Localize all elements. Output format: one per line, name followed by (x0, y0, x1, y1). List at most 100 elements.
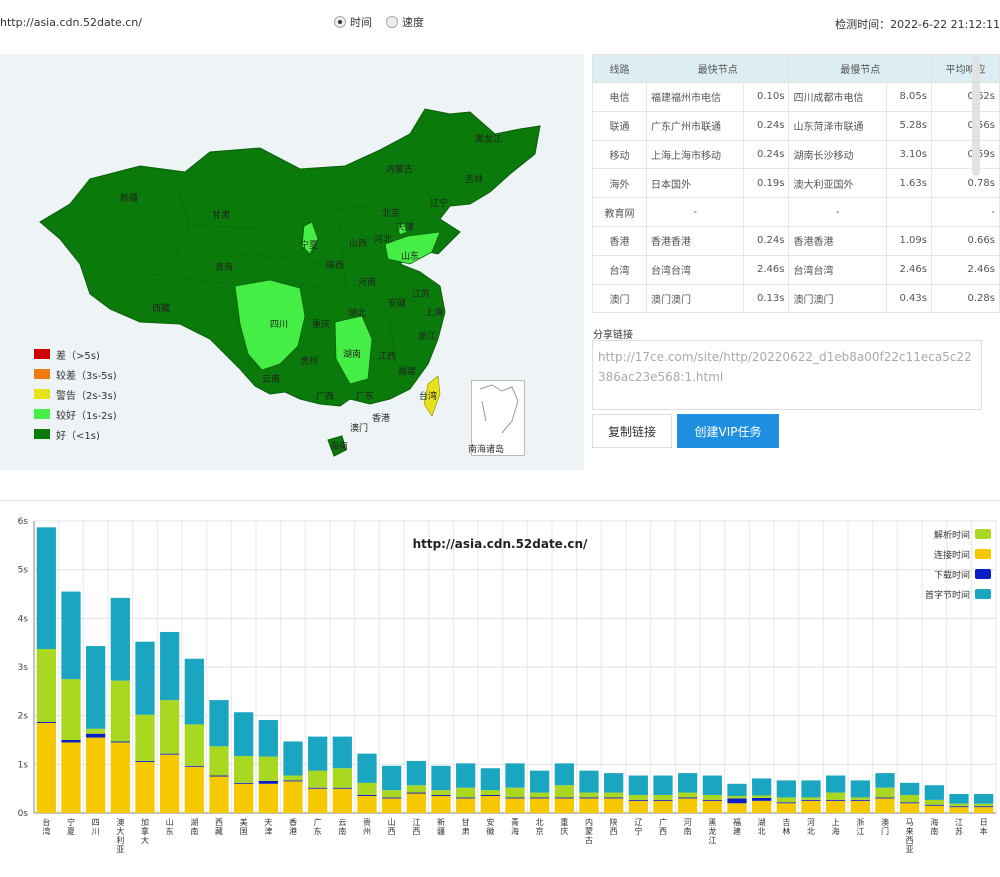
x-tick-label: 澳 (116, 817, 124, 827)
radio-time[interactable] (334, 16, 346, 28)
x-tick-label: 辽 (634, 818, 642, 827)
cell-slow-time: 8.05s (885, 82, 933, 112)
svg-text:贵州: 贵州 (300, 355, 318, 367)
table-row: 移动 上海上海市移动 0.24s 湖南长沙移动 3.10s 0.59s (592, 139, 1000, 170)
svg-text:辽宁: 辽宁 (430, 197, 448, 209)
bar-segment (826, 799, 846, 801)
x-tick-label: 天 (264, 818, 272, 827)
bar-segment (480, 795, 500, 813)
bar-segment (530, 792, 550, 798)
result-table: 线路 最快节点 最慢节点 平均响应 电信 福建福州市电信 0.10s 四川成都市电信 8… (592, 54, 1000, 314)
bar-segment (776, 802, 796, 804)
x-tick-label: 西 (412, 827, 420, 836)
cell-line: 台湾 (592, 254, 647, 285)
x-tick-label: 河 (684, 817, 692, 827)
svg-text:安徽: 安徽 (388, 297, 406, 309)
x-tick-label: 西 (659, 827, 667, 836)
bar-segment (505, 798, 525, 813)
svg-text:内蒙古: 内蒙古 (386, 163, 413, 175)
x-tick-label: 东 (166, 826, 174, 836)
cell-slow-node: 山东菏泽市联通 (788, 110, 887, 141)
bar-segment (431, 795, 451, 813)
x-tick-label: 日 (980, 818, 988, 827)
bar-segment (924, 805, 944, 813)
x-tick-label: 广 (314, 817, 322, 827)
map-region-hainan (327, 435, 347, 457)
x-tick-label: 夏 (67, 827, 75, 836)
bar-segment (628, 799, 648, 801)
bar-segment (406, 793, 426, 813)
x-tick-label: 大 (141, 835, 149, 845)
cell-line: 电信 (592, 82, 647, 112)
x-tick-label: 云 (338, 818, 346, 827)
bar-segment (505, 787, 525, 798)
bar-segment (826, 775, 846, 793)
legend-item: 差（>5s) (34, 344, 117, 364)
x-tick-label: 宁 (67, 817, 75, 827)
x-tick-label: 林 (782, 826, 790, 836)
create-vip-task-button[interactable]: 创建VIP任务 (677, 414, 779, 448)
svg-text:青海: 青海 (215, 261, 233, 273)
cell-fast-time (743, 197, 790, 227)
x-tick-label: 州 (363, 827, 371, 836)
bar-segment (184, 658, 204, 725)
bar-segment (505, 797, 525, 799)
bar-segment (456, 797, 476, 799)
share-link-field[interactable]: http://17ce.com/site/http/20220622_d1eb8… (592, 340, 982, 410)
x-tick-label: 国 (240, 827, 248, 836)
bar-segment (36, 722, 56, 813)
bar-segment (801, 800, 821, 813)
table-scrollbar[interactable] (972, 56, 980, 176)
cell-slow-node: 澳大利亚国外 (788, 168, 887, 199)
bar-segment (332, 768, 352, 788)
bar-segment (357, 753, 377, 783)
radio-speed-label[interactable]: 速度 (402, 16, 424, 29)
bar-segment (36, 527, 56, 649)
bar-segment (949, 803, 969, 807)
bar-segment (949, 807, 969, 813)
x-tick-label: 藏 (215, 826, 223, 836)
radio-speed[interactable] (386, 16, 398, 28)
cell-slow-time: 0.43s (885, 283, 933, 314)
bar-segment (727, 803, 747, 813)
radio-time-label[interactable]: 时间 (350, 16, 372, 29)
cell-avg: - (931, 197, 1000, 227)
bar-segment (209, 776, 229, 813)
svg-text:广东: 广东 (356, 390, 374, 402)
bar-segment (727, 798, 747, 804)
svg-text:台湾: 台湾 (419, 390, 437, 402)
x-tick-label: 海 (930, 817, 938, 827)
x-tick-label: 广 (659, 817, 667, 827)
cell-slow-node: 澳门澳门 (788, 283, 887, 314)
x-tick-label: 北 (758, 827, 766, 836)
y-tick-label: 5s (18, 566, 29, 576)
bar-segment (875, 797, 895, 799)
bar-segment (752, 778, 772, 796)
legend-item: 较好（1s-2s) (34, 404, 117, 424)
south-china-sea-label: 南海诸岛 (468, 445, 505, 455)
x-tick-label: 江 (856, 827, 864, 836)
table-row: 联通 广东广州市联通 0.24s 山东菏泽市联通 5.28s 0.56s (592, 110, 1000, 141)
x-tick-label: 安 (486, 817, 494, 827)
x-tick-label: 吉 (782, 818, 790, 827)
bar-segment (604, 797, 624, 799)
x-tick-label: 湖 (758, 818, 766, 827)
top-bar: http://asia.cdn.52date.cn/ 时间 速度 检测时间：20… (0, 0, 1000, 46)
bar-segment (554, 797, 574, 799)
bar-segment (875, 773, 895, 788)
bar-segment (110, 741, 130, 743)
share-title: 分享链接 (593, 330, 633, 341)
svg-text:福建: 福建 (398, 365, 416, 377)
svg-text:湖南: 湖南 (343, 348, 361, 360)
svg-text:云南: 云南 (262, 373, 280, 385)
copy-link-button[interactable]: 复制链接 (592, 414, 672, 448)
bar-segment (604, 798, 624, 813)
x-tick-label: 拿 (141, 826, 149, 836)
cell-line: 联通 (592, 110, 647, 141)
bar-segment (406, 760, 426, 786)
bar-segment (110, 680, 130, 742)
bar-segment (530, 770, 550, 793)
cell-avg: 0.56s (931, 110, 1000, 141)
bar-segment (308, 736, 328, 771)
cell-slow-time (885, 197, 933, 227)
